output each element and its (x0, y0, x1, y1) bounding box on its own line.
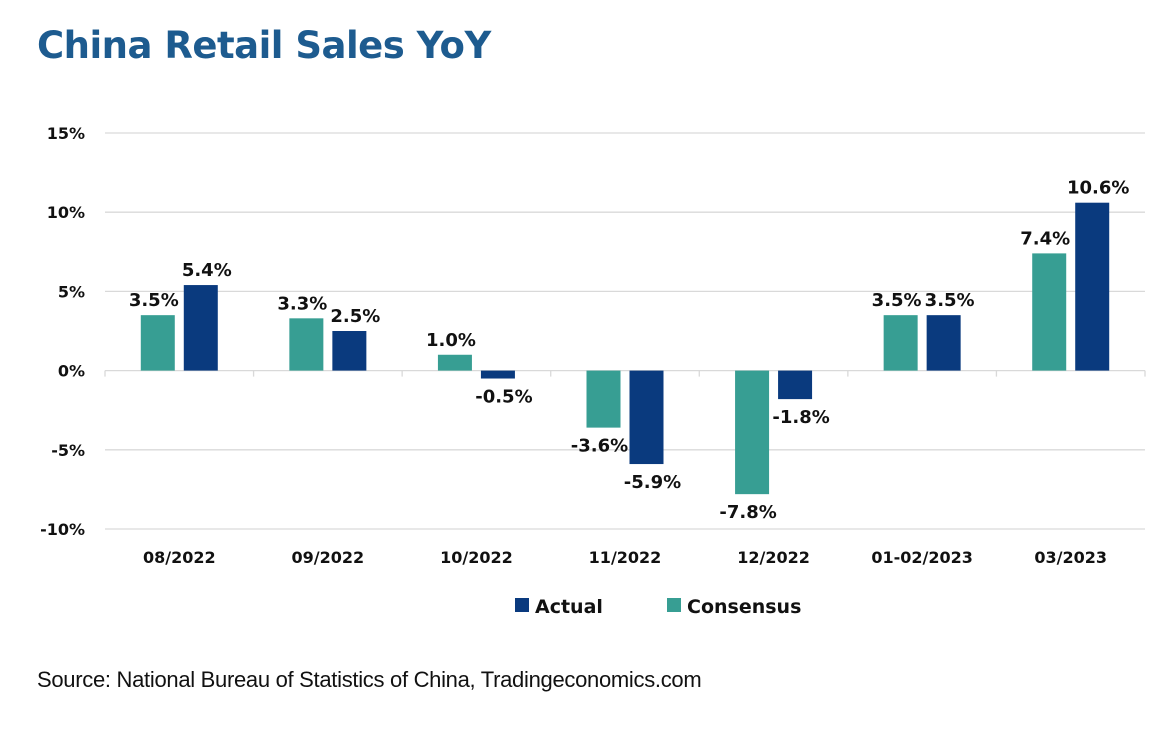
data-label-actual: 2.5% (330, 306, 380, 327)
bar-consensus (883, 315, 918, 371)
x-category-label: 08/2022 (143, 548, 216, 567)
y-tick-label: 0% (58, 362, 85, 381)
data-label-consensus: 1.0% (426, 330, 476, 351)
x-category-label: 01-02/2023 (871, 548, 973, 567)
bar-actual (926, 315, 961, 371)
bar-consensus (1032, 253, 1067, 371)
data-label-actual: 3.5% (925, 290, 975, 311)
y-tick-label: 10% (47, 203, 85, 222)
x-category-label: 12/2022 (737, 548, 810, 567)
x-category-label: 10/2022 (440, 548, 513, 567)
bar-actual (629, 370, 664, 465)
bar-consensus (140, 315, 175, 371)
bar-actual (480, 370, 515, 379)
bar-consensus (735, 370, 770, 495)
data-label-actual: -5.9% (624, 472, 681, 493)
y-tick-label: -10% (40, 520, 85, 539)
legend-swatch-consensus (667, 598, 681, 612)
legend-label-actual: Actual (535, 596, 603, 618)
legend-label-consensus: Consensus (687, 596, 801, 618)
y-axis-ticks: 15% 10% 5% 0% -5% -10% (40, 124, 85, 539)
y-tick-label: -5% (51, 441, 85, 460)
y-tick-label: 5% (58, 282, 85, 301)
data-labels: 3.5%5.4%3.3%2.5%1.0%-0.5%-3.6%-5.9%-7.8%… (129, 178, 1130, 523)
legend-swatch-actual (515, 598, 529, 612)
x-category-label: 03/2023 (1034, 548, 1107, 567)
data-label-actual: 5.4% (182, 260, 232, 281)
bar-consensus (586, 370, 621, 428)
data-label-actual: 10.6% (1067, 178, 1129, 199)
bar-consensus (289, 318, 324, 371)
data-label-consensus: -7.8% (719, 502, 776, 523)
data-label-actual: -0.5% (475, 387, 532, 408)
x-axis-categories: 08/2022 09/2022 10/2022 11/2022 12/2022 01-02… (143, 548, 1107, 567)
bar-chart: 15%10%5%0%-5%-10% 3.5%5.4%3.3%2.5%1.0%-0… (40, 124, 1146, 618)
gridlines (104, 132, 1146, 530)
x-category-label: 09/2022 (292, 548, 365, 567)
x-category-label: 11/2022 (589, 548, 662, 567)
data-label-consensus: 3.5% (872, 290, 922, 311)
data-label-consensus: 3.3% (277, 293, 327, 314)
bars (140, 202, 1110, 495)
y-tick-label: 15% (47, 124, 85, 143)
source-note: Source: National Bureau of Statistics of… (37, 667, 702, 692)
bar-actual (778, 370, 813, 400)
chart-title: China Retail Sales YoY (37, 24, 491, 67)
bar-actual (1075, 202, 1110, 371)
bar-actual (183, 285, 218, 371)
data-label-consensus: -3.6% (571, 436, 628, 457)
legend: Actual Consensus (515, 596, 801, 618)
bar-actual (332, 331, 367, 371)
data-label-consensus: 7.4% (1020, 228, 1070, 249)
data-label-consensus: 3.5% (129, 290, 179, 311)
data-label-actual: -1.8% (772, 407, 829, 428)
bar-consensus (437, 354, 472, 371)
